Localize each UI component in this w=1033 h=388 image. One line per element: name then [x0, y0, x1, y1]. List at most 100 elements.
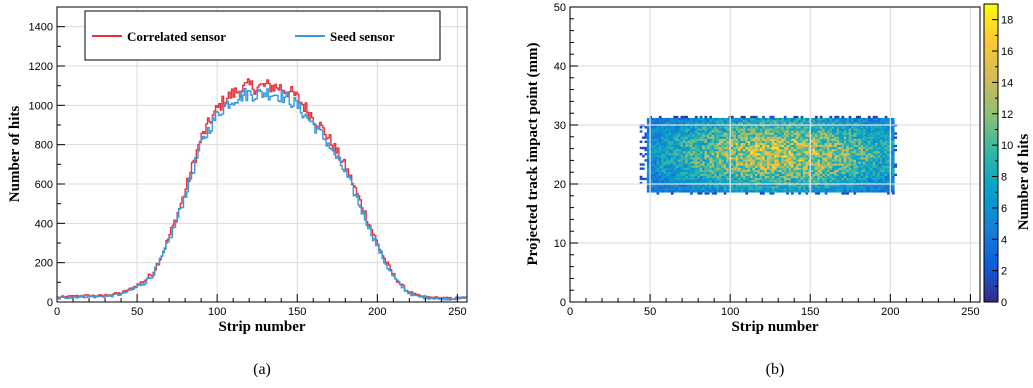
heatmap-cell	[664, 190, 667, 192]
heatmap-cell	[858, 134, 861, 136]
heatmap-cell	[865, 149, 868, 151]
heatmap-cell	[822, 174, 825, 176]
heatmap-cell	[837, 153, 840, 155]
heatmap-cell	[774, 188, 777, 190]
heatmap-cell	[834, 139, 837, 141]
heatmap-cell	[721, 137, 724, 139]
heatmap-cell	[681, 180, 684, 182]
heatmap-cell	[769, 149, 772, 151]
heatmap-cell	[781, 180, 784, 182]
heatmap-cell	[849, 126, 852, 128]
heatmap-cell	[858, 116, 861, 118]
heatmap-cell	[661, 147, 664, 149]
heatmap-cell	[714, 157, 717, 159]
heatmap-cell	[856, 167, 859, 169]
heatmap-cell	[769, 174, 772, 176]
heatmap-cell	[820, 126, 823, 128]
heatmap-cell	[731, 153, 734, 155]
heatmap-cell	[805, 190, 808, 192]
heatmap-cell	[743, 159, 746, 161]
heatmap-cell	[772, 180, 775, 182]
heatmap-cell	[745, 178, 748, 180]
heatmap-cell	[793, 165, 796, 167]
heatmap-cell	[796, 116, 799, 118]
heatmap-cell	[700, 126, 703, 128]
heatmap-cell	[685, 139, 688, 141]
heatmap-cell	[791, 170, 794, 172]
heatmap-cell	[659, 165, 662, 167]
heatmap-cell	[813, 141, 816, 143]
heatmap-cell	[868, 116, 871, 118]
heatmap-cell	[642, 178, 645, 180]
heatmap-cell	[856, 122, 859, 124]
heatmap-cell	[774, 176, 777, 178]
heatmap-cell	[731, 180, 734, 182]
heatmap-cell	[863, 157, 866, 159]
heatmap-cell	[705, 147, 708, 149]
heatmap-cell	[861, 132, 864, 134]
heatmap-cell	[779, 172, 782, 174]
chart-a: 0 50 100 150 200 2500200400600800100012001400…	[7, 7, 467, 335]
heatmap-cell	[755, 122, 758, 124]
heatmap-cell	[875, 180, 878, 182]
heatmap-cell	[865, 130, 868, 132]
heatmap-cell	[781, 134, 784, 136]
heatmap-cell	[803, 155, 806, 157]
heatmap-cell	[863, 139, 866, 141]
heatmap-cell	[815, 174, 818, 176]
heatmap-cell	[789, 176, 792, 178]
heatmap-cell	[892, 147, 895, 149]
heatmap-cell	[796, 149, 799, 151]
heatmap-cell	[844, 145, 847, 147]
heatmap-cell	[779, 130, 782, 132]
heatmap-cell	[702, 167, 705, 169]
heatmap-cell	[820, 157, 823, 159]
heatmap-cell	[827, 155, 830, 157]
x-tick-label: 250	[448, 306, 466, 318]
heatmap-cell	[882, 120, 885, 122]
heatmap-cell	[873, 141, 876, 143]
heatmap-cell	[664, 132, 667, 134]
heatmap-cell	[841, 147, 844, 149]
heatmap-cell	[712, 192, 715, 194]
heatmap-cell	[894, 137, 897, 139]
heatmap-cell	[700, 172, 703, 174]
heatmap-cell	[774, 128, 777, 130]
heatmap-cell	[724, 149, 727, 151]
heatmap-cell	[733, 163, 736, 165]
heatmap-cell	[789, 159, 792, 161]
heatmap-cell	[798, 122, 801, 124]
heatmap-cell	[765, 149, 768, 151]
heatmap-cell	[817, 132, 820, 134]
heatmap-cell	[834, 157, 837, 159]
heatmap-cell	[683, 180, 686, 182]
heatmap-cell	[779, 153, 782, 155]
heatmap-cell	[726, 155, 729, 157]
heatmap-cell	[695, 163, 698, 165]
heatmap-cell	[882, 132, 885, 134]
heatmap-cell	[849, 139, 852, 141]
heatmap-cell	[697, 132, 700, 134]
heatmap-cell	[640, 130, 643, 132]
heatmap-cell	[757, 151, 760, 153]
heatmap-cell	[820, 153, 823, 155]
heatmap-cell	[659, 143, 662, 145]
heatmap-cell	[801, 116, 804, 118]
heatmap-cell	[669, 190, 672, 192]
heatmap-cell	[870, 153, 873, 155]
heatmap-cell	[882, 176, 885, 178]
heatmap-cell	[853, 163, 856, 165]
heatmap-cell	[820, 116, 823, 118]
heatmap-cell	[647, 120, 650, 122]
heatmap-cell	[654, 186, 657, 188]
heatmap-cell	[781, 141, 784, 143]
heatmap-cell	[815, 176, 818, 178]
heatmap-cell	[887, 190, 890, 192]
heatmap-cell	[707, 145, 710, 147]
heatmap-cell	[693, 157, 696, 159]
heatmap-cell	[741, 143, 744, 145]
heatmap-cell	[748, 149, 751, 151]
heatmap-cell	[789, 118, 792, 120]
heatmap-cell	[772, 161, 775, 163]
heatmap-cell	[829, 137, 832, 139]
